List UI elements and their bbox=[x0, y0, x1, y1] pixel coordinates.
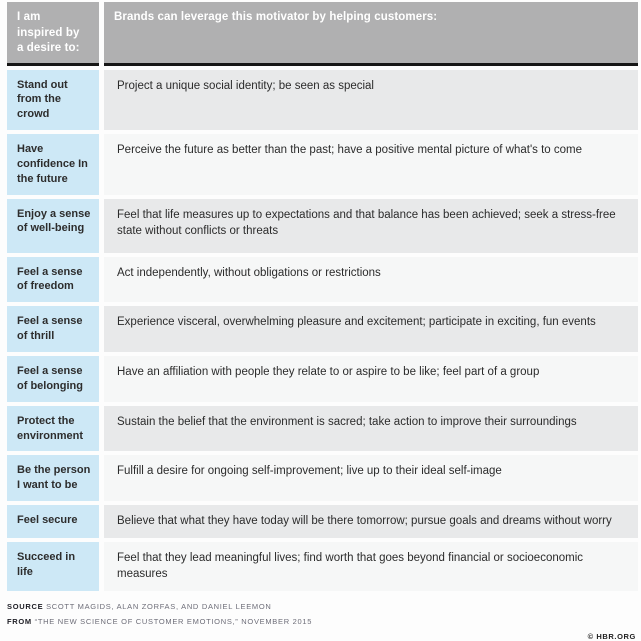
description-text: Feel that life measures up to expectatio… bbox=[117, 208, 616, 238]
description-text: Believe that what they have today will b… bbox=[117, 515, 612, 528]
table-row: Be the person I want to be Fulfill a des… bbox=[7, 455, 638, 502]
description-cell: Believe that what they have today will b… bbox=[104, 505, 638, 538]
motivator-cell: Protect the environment bbox=[7, 405, 99, 452]
description-text: Feel that they lead meaningful lives; fi… bbox=[117, 551, 584, 581]
description-text: Sustain the belief that the environment … bbox=[117, 415, 577, 428]
description-text: Perceive the future as better than the p… bbox=[117, 144, 583, 157]
header-motivator-column: I am inspired by a desire to: bbox=[7, 2, 99, 66]
description-cell: Feel that life measures up to expectatio… bbox=[104, 198, 638, 253]
source-text: SCOTT MAGIDS, ALAN ZORFAS, AND DANIEL LE… bbox=[43, 602, 272, 612]
table-row: Enjoy a sense of well-being Feel that li… bbox=[7, 198, 638, 253]
description-text: Experience visceral, overwhelming pleasu… bbox=[117, 316, 596, 329]
description-text: Act independently, without obligations o… bbox=[117, 266, 381, 279]
description-text: Have an affiliation with people they rel… bbox=[117, 365, 540, 378]
motivator-cell: Enjoy a sense of well-being bbox=[7, 198, 99, 253]
motivator-label: Enjoy a sense of well-being bbox=[17, 207, 91, 235]
motivators-table-figure: I am inspired by a desire to: Brands can… bbox=[7, 2, 638, 641]
motivator-label: Have confidence In the future bbox=[17, 143, 88, 185]
motivator-label: Feel a sense of belonging bbox=[17, 364, 83, 392]
table-row: Feel a sense of belonging Have an affili… bbox=[7, 355, 638, 402]
table-row: Succeed in life Feel that they lead mean… bbox=[7, 541, 638, 592]
source-label: SOURCE bbox=[7, 602, 44, 612]
motivator-cell: Feel a sense of belonging bbox=[7, 355, 99, 402]
motivator-label: Feel a sense of thrill bbox=[17, 315, 83, 343]
motivator-label: Protect the environment bbox=[17, 414, 84, 442]
header-brands-column: Brands can leverage this motivator by he… bbox=[104, 2, 638, 66]
from-text: “THE NEW SCIENCE OF CUSTOMER EMOTIONS,” … bbox=[31, 617, 313, 627]
description-cell: Experience visceral, overwhelming pleasu… bbox=[104, 306, 638, 352]
table-row: Stand out from the crowd Project a uniqu… bbox=[7, 69, 638, 131]
table-row: Feel secure Believe that what they have … bbox=[7, 505, 638, 538]
description-cell: Fulfill a desire for ongoing self-improv… bbox=[104, 455, 638, 502]
motivator-cell: Stand out from the crowd bbox=[7, 69, 99, 131]
table-header-row: I am inspired by a desire to: Brands can… bbox=[7, 2, 638, 66]
description-cell: Act independently, without obligations o… bbox=[104, 256, 638, 303]
description-cell: Perceive the future as better than the p… bbox=[104, 134, 638, 195]
motivator-label: Feel a sense of freedom bbox=[17, 265, 83, 293]
table-body: Stand out from the crowd Project a uniqu… bbox=[7, 69, 638, 592]
description-cell: Project a unique social identity; be see… bbox=[104, 69, 638, 131]
table-row: Feel a sense of thrill Experience viscer… bbox=[7, 306, 638, 352]
from-line: FROM “THE NEW SCIENCE OF CUSTOMER EMOTIO… bbox=[7, 617, 636, 626]
table-row: Feel a sense of freedom Act independentl… bbox=[7, 256, 638, 303]
motivator-cell: Have confidence In the future bbox=[7, 134, 99, 195]
figure-footer: SOURCE SCOTT MAGIDS, ALAN ZORFAS, AND DA… bbox=[7, 602, 638, 641]
description-text: Project a unique social identity; be see… bbox=[117, 79, 374, 92]
source-line: SOURCE SCOTT MAGIDS, ALAN ZORFAS, AND DA… bbox=[7, 602, 636, 611]
from-label: FROM bbox=[7, 617, 32, 627]
motivator-cell: Succeed in life bbox=[7, 541, 99, 592]
description-text: Fulfill a desire for ongoing self-improv… bbox=[117, 465, 502, 478]
motivator-cell: Feel secure bbox=[7, 505, 99, 538]
motivator-cell: Feel a sense of freedom bbox=[7, 256, 99, 303]
hbr-copyright: © HBR.ORG bbox=[587, 632, 636, 641]
description-cell: Sustain the belief that the environment … bbox=[104, 405, 638, 452]
description-cell: Have an affiliation with people they rel… bbox=[104, 355, 638, 402]
table-row: Have confidence In the future Perceive t… bbox=[7, 134, 638, 195]
motivator-cell: Be the person I want to be bbox=[7, 455, 99, 502]
motivator-label: Stand out from the crowd bbox=[17, 78, 68, 121]
motivator-label: Feel secure bbox=[17, 514, 78, 527]
table-row: Protect the environment Sustain the beli… bbox=[7, 405, 638, 452]
description-cell: Feel that they lead meaningful lives; fi… bbox=[104, 541, 638, 592]
motivator-label: Be the person I want to be bbox=[17, 464, 91, 492]
motivator-cell: Feel a sense of thrill bbox=[7, 306, 99, 352]
